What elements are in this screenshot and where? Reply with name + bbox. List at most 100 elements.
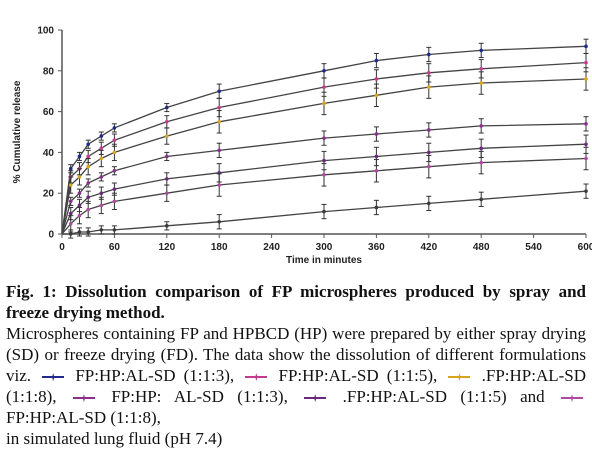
caption-title: Fig. 1: Dissolution comparison of FP mic… [6, 282, 586, 322]
data-point [68, 183, 73, 187]
data-point [86, 195, 90, 200]
data-point [374, 132, 379, 136]
y-tick-label: 40 [43, 148, 55, 159]
data-point [112, 228, 117, 232]
data-point [217, 183, 221, 187]
caption-item-4: FP:HP: AL-SD (1:1:3), [111, 387, 288, 406]
dissolution-chart: 0 20 40 60 80 100 0 60 120 180 240 300 360 420 480 540 6… [12, 26, 592, 267]
data-point [374, 58, 379, 63]
x-tick-label: 60 [109, 242, 121, 253]
data-point [112, 168, 117, 173]
data-point [77, 213, 82, 218]
data-point [374, 154, 379, 159]
data-point [68, 166, 73, 171]
data-point [112, 199, 117, 204]
data-point [479, 146, 484, 151]
data-point [374, 168, 379, 173]
data-point [427, 52, 431, 57]
data-point [427, 201, 431, 206]
data-point [584, 156, 588, 161]
y-axis-title: % Cumulative release [12, 80, 23, 183]
x-tick-label: 600 [578, 242, 592, 253]
x-tick-label: 0 [59, 242, 65, 253]
data-point [427, 128, 431, 132]
x-tick-label: 300 [316, 242, 333, 253]
data-point [165, 134, 169, 138]
y-tick-label: 100 [37, 26, 54, 37]
data-point [86, 142, 90, 147]
data-point [427, 150, 431, 155]
data-point [217, 120, 221, 124]
data-point [112, 138, 117, 142]
caption-intro: Microspheres containing FP and HPBCD (HP… [6, 324, 586, 385]
data-point [427, 164, 431, 169]
data-point [217, 219, 221, 224]
caption-item-2: FP:HP:AL-SD (1:1:5), [278, 366, 438, 385]
data-point [77, 175, 82, 179]
data-point [217, 148, 221, 153]
data-point [77, 154, 82, 159]
legend-swatch-5 [301, 393, 329, 403]
data-point [86, 230, 90, 234]
data-point [165, 191, 169, 195]
data-point [165, 120, 169, 124]
data-point [374, 205, 379, 210]
legend-swatch-6 [558, 393, 586, 403]
caption-item-6: FP:HP:AL-SD (1:1:8), [6, 408, 161, 427]
data-point [77, 230, 82, 234]
data-point [584, 122, 588, 126]
data-point [68, 199, 73, 204]
caption-item-1: FP:HP:AL-SD (1:1:3), [75, 366, 235, 385]
legend-swatch-4 [70, 393, 98, 403]
x-tick-label: 360 [368, 242, 385, 253]
y-tick-label: 80 [43, 66, 55, 77]
data-point [165, 154, 169, 159]
data-point [165, 224, 169, 228]
data-point [584, 60, 588, 65]
data-point [479, 48, 484, 53]
legend-swatch-3 [445, 372, 473, 382]
data-point [99, 156, 104, 161]
data-point [68, 211, 73, 216]
data-point [479, 124, 484, 128]
data-point [584, 77, 588, 81]
data-point [99, 134, 104, 138]
data-point [322, 85, 326, 89]
data-point [479, 197, 484, 202]
data-point [68, 232, 73, 236]
data-point [112, 187, 117, 191]
data-point [479, 160, 484, 165]
data-point [86, 154, 90, 159]
caption-item-5: .FP:HP:AL-SD (1:1:5) [342, 387, 507, 406]
x-tick-label: 120 [158, 242, 175, 253]
data-point [77, 203, 82, 208]
legend-swatch-2 [242, 372, 270, 382]
caption-item-3: .FP:HP:AL-SD (1:1:8), [6, 366, 587, 406]
data-point [77, 191, 82, 195]
data-point [584, 142, 588, 147]
data-point [584, 189, 588, 193]
data-point [322, 173, 326, 177]
caption-end: in simulated lung fluid (pH 7.4) [6, 429, 223, 448]
data-point [427, 71, 431, 75]
data-point [68, 222, 73, 226]
legend-swatch-1 [39, 372, 67, 382]
data-point [99, 146, 104, 151]
data-point [322, 101, 326, 106]
x-tick-label: 180 [211, 242, 228, 253]
data-point [112, 150, 117, 155]
y-tick-label: 0 [48, 230, 54, 241]
x-tick-label: 240 [263, 242, 280, 253]
data-point [86, 181, 90, 185]
data-point [86, 207, 90, 212]
data-point [217, 105, 221, 110]
y-tick-label: 20 [43, 189, 55, 200]
data-point [99, 203, 104, 208]
caption-and: and [520, 387, 545, 406]
data-point [165, 177, 169, 181]
x-tick-label: 540 [525, 242, 542, 253]
data-point [86, 164, 90, 169]
data-point [584, 44, 588, 49]
data-point [322, 69, 326, 73]
